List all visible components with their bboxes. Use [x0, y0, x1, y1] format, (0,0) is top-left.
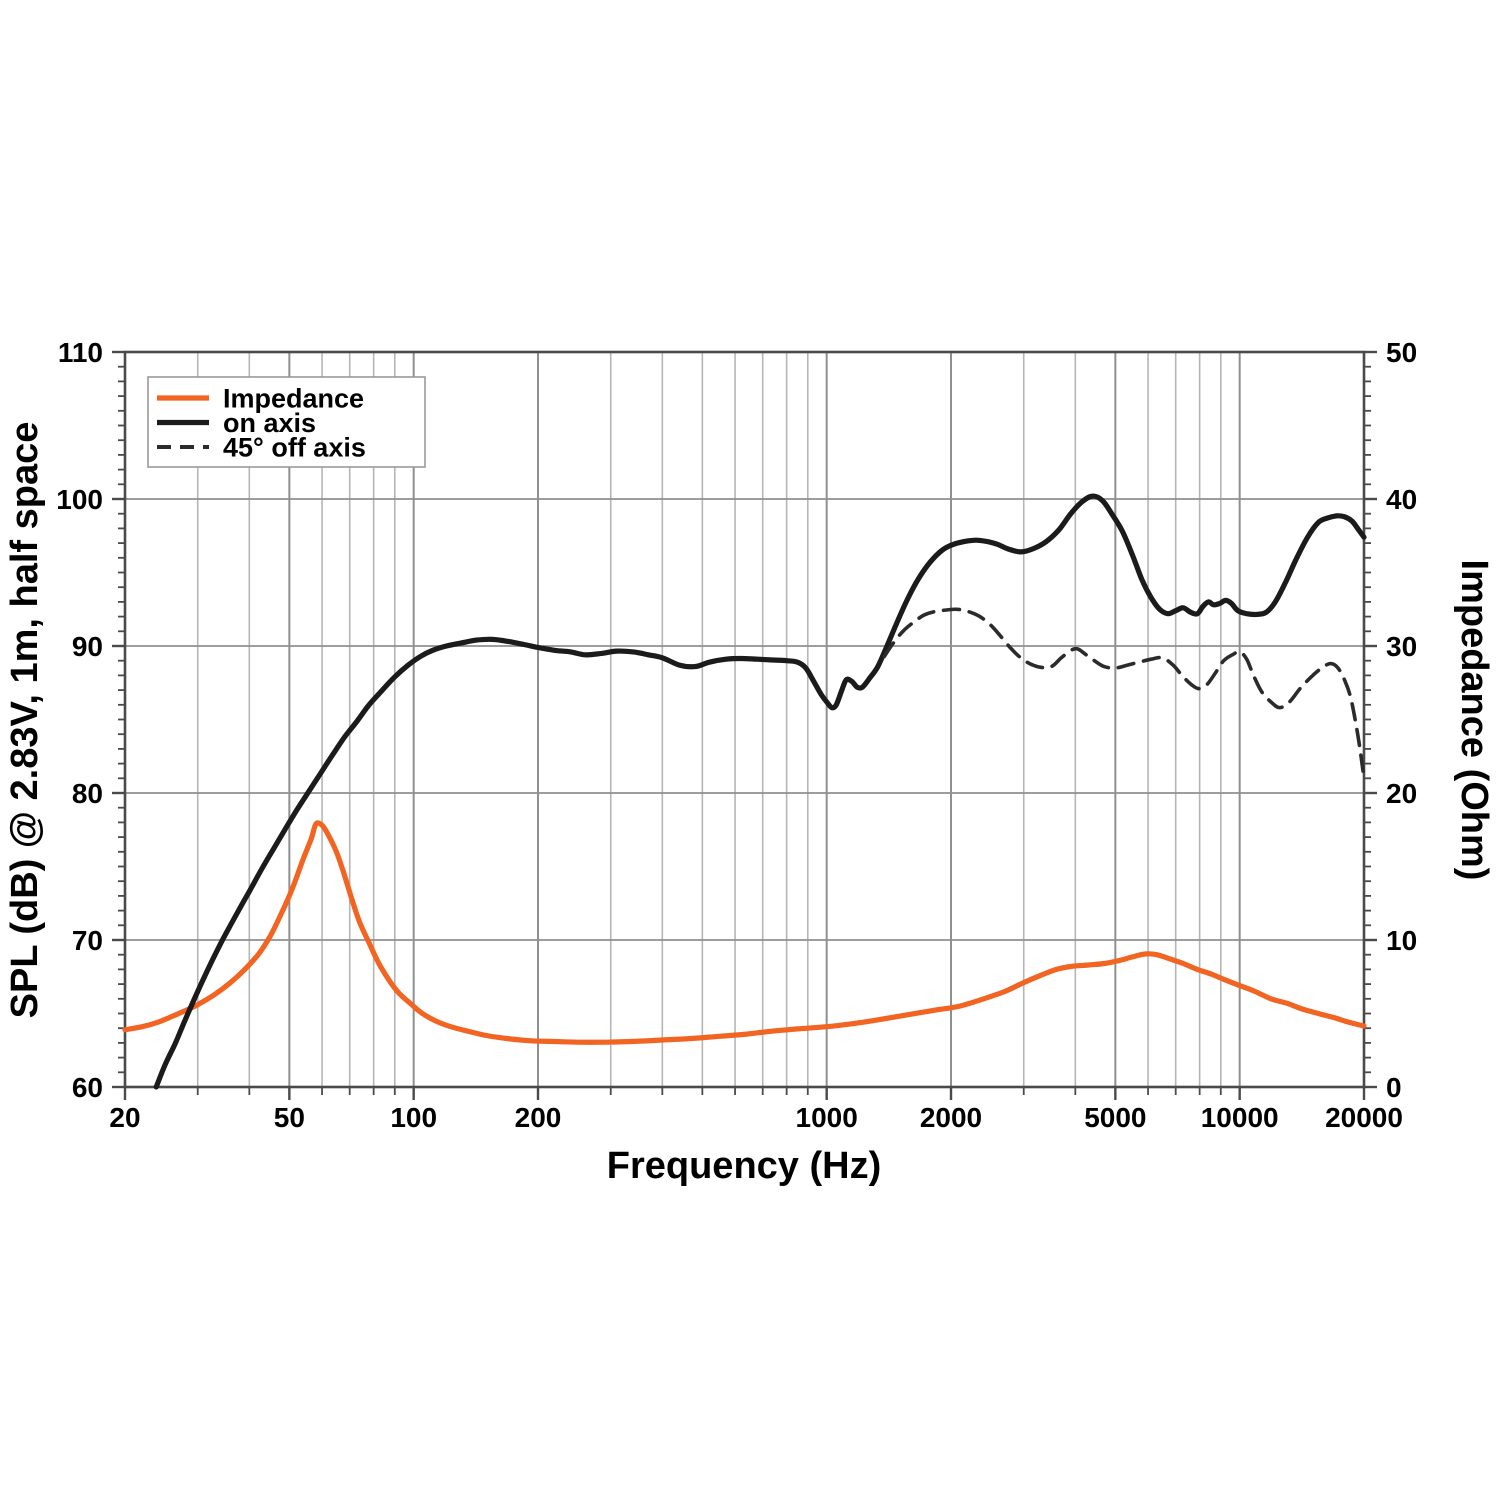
y-left-axis-title: SPL (dB) @ 2.83V, 1m, half space: [4, 422, 46, 1019]
x-tick-label: 10000: [1201, 1102, 1279, 1133]
tick-layer: 60 70 80 90 100 110 0 10 20 30 40 50 20 50 100 200 1000 2…: [56, 337, 1417, 1133]
x-tick-label: 5000: [1084, 1102, 1146, 1133]
curve-layer: [122, 493, 1367, 1090]
x-tick-label: 20: [109, 1102, 140, 1133]
y-left-tick-label: 100: [56, 484, 103, 515]
y-right-tick-label: 30: [1386, 631, 1417, 662]
x-tick-label: 50: [274, 1102, 305, 1133]
45-off-axis-curve: [882, 607, 1366, 781]
y-right-tick-label: 50: [1386, 337, 1417, 368]
y-left-tick-label: 90: [72, 631, 103, 662]
legend-label-on-axis: on axis: [223, 408, 316, 438]
x-tick-label: 200: [515, 1102, 562, 1133]
x-tick-label: 1000: [796, 1102, 858, 1133]
legend-label-45-off-axis: 45° off axis: [223, 432, 366, 462]
y-right-tick-label: 0: [1386, 1072, 1402, 1103]
x-tick-label: 20000: [1325, 1102, 1403, 1133]
y-left-tick-label: 60: [72, 1072, 103, 1103]
y-right-axis-title: Impedance (Ohm): [1453, 560, 1495, 881]
x-tick-label: 2000: [920, 1102, 982, 1133]
y-left-tick-label: 70: [72, 925, 103, 956]
x-tick-label: 100: [390, 1102, 437, 1133]
grid-layer: [125, 352, 1364, 1087]
legend-label-impedance: Impedance: [223, 383, 364, 413]
legend: Impedance on axis 45° off axis: [147, 376, 426, 468]
y-right-tick-label: 20: [1386, 778, 1417, 809]
on-axis-curve: [153, 493, 1367, 1090]
y-right-tick-label: 10: [1386, 925, 1417, 956]
impedance-curve: [122, 820, 1367, 1045]
y-left-tick-label: 80: [72, 778, 103, 809]
x-axis-title: Frequency (Hz): [607, 1145, 881, 1187]
y-right-tick-label: 40: [1386, 484, 1417, 515]
y-left-tick-label: 110: [58, 337, 103, 368]
